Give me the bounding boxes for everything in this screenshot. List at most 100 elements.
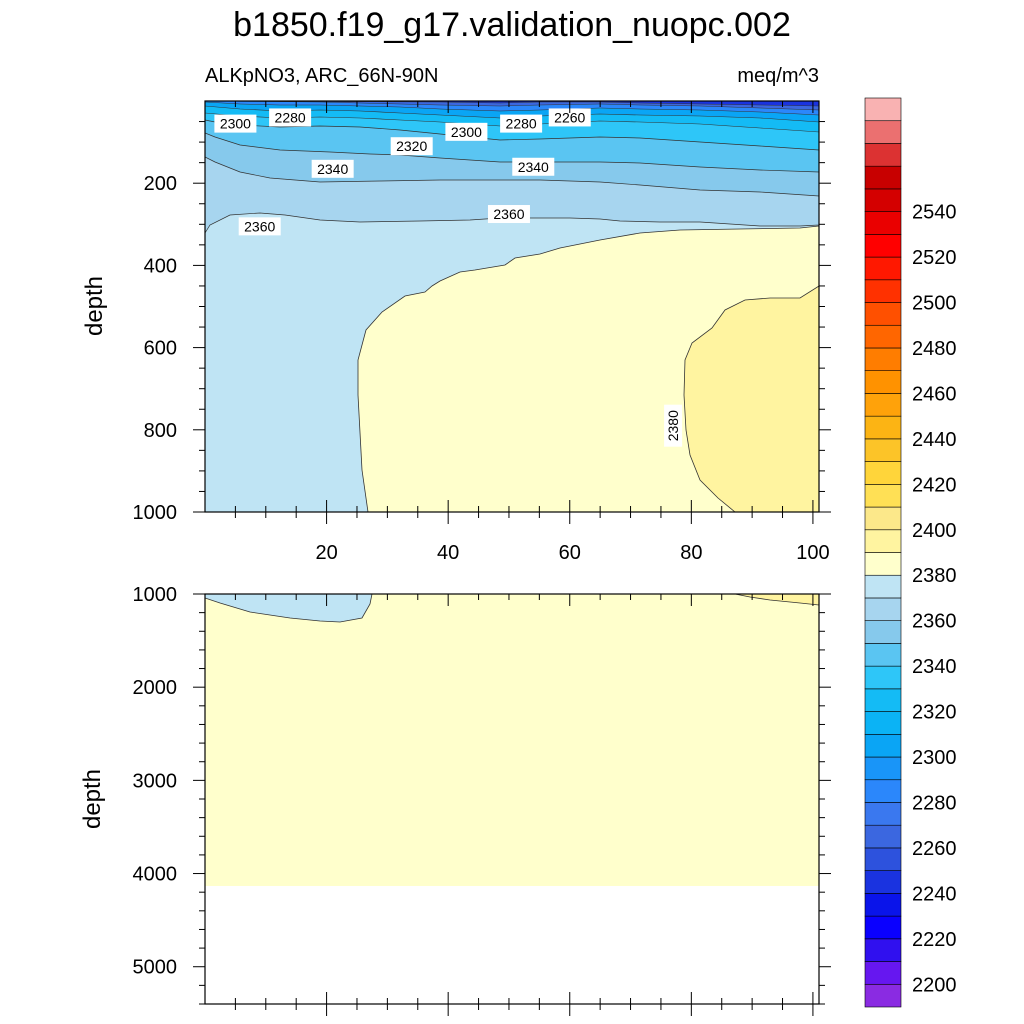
colorbar-swatch: [864, 597, 902, 621]
bottom-ytick-label: 2000: [133, 677, 178, 699]
colorbar-swatch: [864, 802, 902, 826]
colorbar-swatch: [864, 847, 902, 871]
colorbar-label: 2320: [912, 702, 957, 724]
colorbar-swatch: [864, 961, 902, 985]
colorbar-label: 2480: [912, 338, 957, 360]
contour-label-bg: [269, 108, 312, 127]
colorbar-swatch: [864, 552, 902, 576]
contour-label-text: 2300: [220, 116, 251, 132]
top-ytick-label: 800: [144, 420, 177, 442]
colorbar-label: 2400: [912, 520, 957, 542]
colorbar-swatch: [864, 665, 902, 690]
colorbar-label: 2520: [912, 247, 957, 269]
colorbar-swatch: [864, 824, 902, 849]
bottom-ytick-label: 3000: [133, 770, 178, 792]
colorbar-label: 2440: [912, 429, 957, 451]
contour-label-bg: [500, 114, 543, 133]
band-2200: [205, 101, 819, 107]
colorbar-swatch: [864, 120, 902, 144]
contour-label: 2280: [500, 114, 543, 133]
colorbar: 2200 2220 2240 2260 2280 2300 2320 2340 2360 2380…: [864, 97, 957, 1008]
contour-label-text: 2340: [518, 159, 549, 175]
colorbar-swatch: [864, 234, 902, 258]
chart-subtitle-left: ALKpNO3, ARC_66N-90N: [205, 65, 438, 87]
colorbar-swatch: [864, 165, 902, 190]
colorbar-label: 2500: [912, 293, 957, 315]
top-ytick-label: 600: [144, 338, 177, 360]
contour-label-bg: [664, 404, 683, 447]
contour-label: 2300: [445, 122, 488, 141]
colorbar-swatch: [864, 143, 902, 167]
colorbar-swatch: [864, 393, 902, 417]
colorbar-swatch: [864, 756, 902, 781]
bottom-ytick-label: 4000: [133, 864, 178, 886]
bottom-ytick-label: 5000: [133, 957, 178, 979]
colorbar-swatch: [864, 461, 902, 485]
colorbar-swatch: [864, 915, 902, 940]
colorbar-swatch: [864, 97, 902, 122]
colorbar-label: 2300: [912, 747, 957, 769]
top-ytick-label: 1000: [133, 502, 178, 524]
contour-label: 2360: [238, 217, 281, 236]
colorbar-swatch: [864, 188, 902, 212]
contour-label: 2360: [487, 205, 530, 224]
colorbar-label: 2540: [912, 202, 957, 224]
contour-label-text: 2280: [275, 109, 306, 125]
top-contour-labels: 2300 2280 2260 2280 2300 2320 2340 2340 2360 2360…: [214, 108, 683, 447]
bottom-region-above-2380: [734, 594, 819, 606]
colorbar-swatch: [864, 484, 902, 508]
contour-label-text: 2340: [317, 161, 348, 177]
top-ytick-label: 400: [144, 255, 177, 277]
colorbar-swatch: [864, 983, 902, 1008]
bottom-ylabel: depth: [79, 769, 106, 829]
bottom-ytick-label: 1000: [133, 584, 178, 606]
top-ylabel: depth: [81, 276, 108, 336]
contour-label-bg: [512, 157, 555, 176]
colorbar-label: 2240: [912, 883, 957, 905]
bottom-axis-ticks: 1000 2000 3000 4000 5000: [133, 584, 831, 1016]
colorbar-label: 2200: [912, 974, 957, 996]
colorbar-swatch: [864, 370, 902, 394]
contour-label: 2280: [269, 108, 312, 127]
colorbar-swatch: [864, 438, 902, 462]
contour-label-bg: [445, 122, 488, 141]
colorbar-label: 2380: [912, 565, 957, 587]
contour-label: 2260: [548, 108, 591, 127]
contour-label-text: 2360: [493, 206, 524, 222]
top-xtick-label: 40: [437, 542, 459, 564]
contour-label-bg: [238, 217, 281, 236]
colorbar-label: 2220: [912, 929, 957, 951]
top-xtick-label: 20: [315, 542, 337, 564]
colorbar-swatch: [864, 779, 902, 803]
colorbar-swatch: [864, 529, 902, 553]
contour-label: 2340: [311, 159, 354, 178]
colorbar-swatch: [864, 893, 902, 917]
contour-label: 2300: [214, 114, 257, 133]
contour-label-bg: [311, 159, 354, 178]
colorbar-swatch: [864, 733, 902, 758]
contour-label-text: 2300: [451, 124, 482, 140]
contour-label-text: 2280: [506, 116, 537, 132]
colorbar-swatch: [864, 620, 902, 644]
top-xtick-label: 80: [680, 542, 702, 564]
colorbar-swatch: [864, 574, 902, 599]
colorbar-swatch: [864, 711, 902, 735]
colorbar-label: 2280: [912, 792, 957, 814]
contour-label-bg: [487, 205, 530, 224]
colorbar-swatch: [864, 324, 902, 349]
colorbar-swatch: [864, 347, 902, 372]
colorbar-label: 2340: [912, 656, 957, 678]
colorbar-swatch: [864, 415, 902, 440]
bottom-region-2340-2360: [205, 594, 373, 623]
top-axis-ticks: 20 40 60 80 100 200 400 600 800 1000: [133, 101, 831, 564]
colorbar-swatch: [864, 211, 902, 235]
bottom-fill-2360-2380: [205, 594, 819, 886]
bottom-panel: [205, 594, 819, 1004]
colorbar-swatch: [864, 870, 902, 894]
contour-label-text: 2320: [396, 138, 427, 154]
colorbar-swatch: [864, 643, 902, 667]
colorbar-swatch: [864, 688, 902, 712]
contour-label: 2320: [390, 137, 433, 156]
colorbar-swatch: [864, 938, 902, 962]
